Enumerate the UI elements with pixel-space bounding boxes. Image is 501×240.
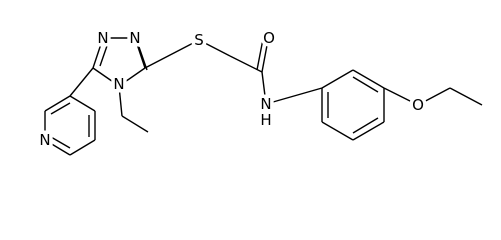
bond bbox=[256, 38, 264, 71]
atom-label: S bbox=[194, 31, 204, 49]
bond bbox=[261, 39, 269, 73]
bond bbox=[134, 37, 146, 69]
bond bbox=[121, 115, 149, 133]
bond bbox=[69, 95, 96, 112]
bond bbox=[321, 121, 354, 141]
bond bbox=[92, 67, 120, 87]
bond bbox=[352, 121, 385, 141]
bond bbox=[69, 139, 96, 156]
atom-label: N bbox=[129, 29, 140, 47]
bond bbox=[92, 37, 104, 69]
bond bbox=[138, 46, 148, 71]
atom-label: O bbox=[263, 29, 275, 47]
bond bbox=[352, 76, 379, 93]
atom-labels: N N S N O N H O N bbox=[36, 26, 428, 153]
bond bbox=[265, 87, 323, 105]
bond bbox=[44, 139, 71, 156]
bond bbox=[118, 67, 146, 87]
bond bbox=[69, 67, 94, 97]
atom-label: N bbox=[39, 131, 50, 149]
bond bbox=[449, 87, 483, 106]
bond bbox=[383, 87, 419, 106]
atom-label: O bbox=[412, 96, 424, 114]
atom-label: H bbox=[260, 111, 271, 129]
bond bbox=[44, 95, 71, 112]
bond bbox=[417, 87, 451, 106]
bond bbox=[198, 39, 231, 57]
bond bbox=[118, 85, 123, 117]
bond bbox=[352, 69, 385, 89]
bond bbox=[50, 136, 71, 149]
atom-label: N bbox=[97, 29, 108, 47]
structure-diagram: N N S N O N H O N bbox=[36, 26, 483, 156]
atom-label: N bbox=[260, 95, 271, 113]
atom-label: N bbox=[113, 75, 124, 93]
bond bbox=[50, 102, 71, 115]
bond bbox=[99, 42, 109, 67]
bond bbox=[321, 69, 354, 89]
bond bbox=[261, 71, 267, 105]
bond bbox=[144, 39, 200, 69]
bond bbox=[352, 117, 379, 134]
bonds bbox=[44, 37, 483, 156]
